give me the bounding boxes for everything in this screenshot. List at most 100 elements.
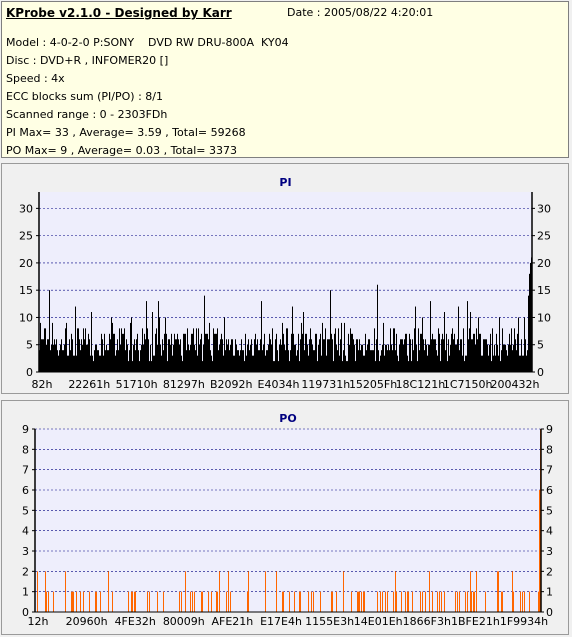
data-bar [350,328,351,372]
data-bar [125,350,126,372]
data-bar [355,361,356,372]
data-bar [50,350,51,372]
data-bar [55,344,56,372]
data-bar [244,361,245,372]
data-bar [221,333,222,372]
data-bar [233,355,234,372]
data-bar [279,344,280,372]
data-bar [48,591,49,612]
data-bar [61,339,62,372]
data-bar [429,571,430,612]
data-bar [88,333,89,372]
data-bar [284,344,285,372]
x-tick-label: 15205Fh [349,378,397,391]
data-bar [412,591,413,612]
data-bar [431,339,432,372]
data-bar [369,339,370,372]
data-bar [133,344,134,372]
data-bar [96,344,97,372]
data-bar [294,344,295,372]
data-bar [164,333,165,372]
data-bar [476,571,477,612]
data-bar [504,344,505,372]
data-bar [438,328,439,372]
data-bar [329,339,330,372]
data-bar [357,339,358,372]
data-bar [289,361,290,372]
data-bar [471,591,472,612]
data-bar [385,591,386,612]
data-bar [42,339,43,372]
y-tick-label-left: 5 [26,339,33,352]
data-bar [73,355,74,372]
data-bar [334,333,335,372]
data-bar [331,591,332,612]
data-bar [167,361,168,372]
data-bar [313,350,314,372]
data-bar [415,306,416,372]
data-bar [473,591,474,612]
data-bar [85,328,86,372]
data-bar [360,350,361,372]
data-bar [501,591,502,612]
data-bar [82,344,83,372]
data-bar [379,361,380,372]
data-bar [440,361,441,372]
data-bar [524,591,525,612]
data-bar [341,322,342,372]
data-bar [414,328,415,372]
data-bar [193,328,194,372]
data-bar [383,322,384,372]
data-bar [95,344,96,372]
data-bar [210,350,211,372]
data-bar [443,339,444,372]
data-bar [257,339,258,372]
data-bar [91,312,92,372]
data-bar [248,571,249,612]
data-bar [305,333,306,372]
data-bar [457,339,458,372]
data-bar [400,339,401,372]
y-tick-label-right: 30 [537,202,551,215]
data-bar [117,339,118,372]
data-bar [226,339,227,372]
data-bar [46,591,47,612]
data-bar [270,339,271,372]
x-tick-label: 14E01Eh [354,615,403,628]
data-bar [527,350,528,372]
data-bar [381,350,382,372]
data-bar [121,328,122,372]
x-tick-label: 200432h [491,378,540,391]
data-bar [219,344,220,372]
data-bar [141,344,142,372]
data-bar [197,355,198,372]
data-bar [459,350,460,372]
data-bar [299,591,300,612]
data-bar [349,344,350,372]
data-bar [316,333,317,372]
data-bar [320,333,321,372]
data-bar [43,339,44,372]
data-bar [422,317,423,372]
data-bar [123,333,124,372]
data-bar [58,355,59,372]
data-bar [518,317,519,372]
data-bar [328,339,329,372]
y-tick-label-right: 9 [546,423,553,436]
data-bar [153,355,154,372]
data-bar [458,306,459,372]
data-bar [129,350,130,372]
data-bar [529,273,530,372]
y-tick-label-right: 2 [546,565,553,578]
data-bar [145,339,146,372]
data-bar [465,591,466,612]
data-bar [353,339,354,372]
data-bar [142,328,143,372]
data-bar [397,355,398,372]
data-bar [191,333,192,372]
data-bar [359,591,360,612]
data-bar [108,571,109,612]
data-bar [40,322,41,372]
data-bar [248,339,249,372]
data-bar [395,350,396,372]
